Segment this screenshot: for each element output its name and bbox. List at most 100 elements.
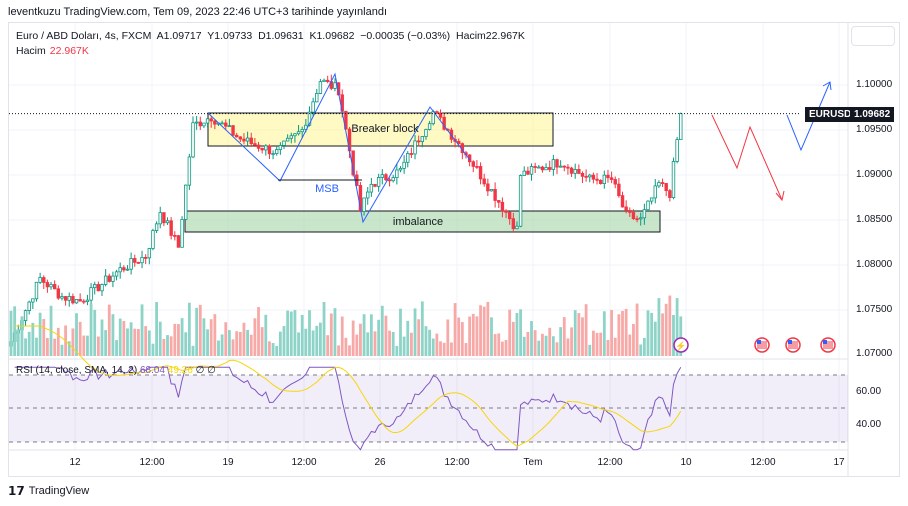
flag-canton <box>757 340 761 344</box>
rsi-empty-2: ∅ <box>207 365 216 376</box>
candle-body <box>111 275 115 282</box>
low-value: D1.09631 <box>258 30 304 42</box>
volume-bar <box>439 341 442 356</box>
candle-body <box>551 159 556 170</box>
volume-bar <box>515 313 519 356</box>
volume-bar <box>653 321 657 356</box>
tradingview-logo[interactable]: 𝟭𝟳 TradingView <box>8 484 89 498</box>
volume-bar <box>333 308 337 356</box>
candle-body <box>653 185 657 199</box>
volume-bar <box>289 311 293 356</box>
candle-body <box>416 140 421 143</box>
candle-body <box>187 156 192 186</box>
volume-bar <box>446 319 450 356</box>
candle-body <box>278 145 283 151</box>
candle-body <box>613 179 617 185</box>
volume-bar <box>661 313 664 356</box>
time-tick: 12:00 <box>444 457 470 468</box>
candle-body <box>158 212 162 225</box>
bullish-projection <box>786 81 831 152</box>
candle-body <box>260 147 264 151</box>
candle-body <box>387 179 392 182</box>
volume-bar <box>206 329 209 356</box>
volume-bar <box>224 322 228 356</box>
volume-bar <box>16 329 20 356</box>
volume-bar <box>468 316 472 356</box>
candle-body <box>566 166 570 169</box>
price-tick: 1.09000 <box>856 169 893 180</box>
volume-bar <box>235 331 239 356</box>
candle-body <box>482 178 486 185</box>
candle-body <box>624 206 628 211</box>
candle-body <box>584 175 588 178</box>
time-tick: 19 <box>222 457 234 468</box>
candle-body <box>143 257 148 259</box>
rsi-line <box>14 366 682 451</box>
chart-toolbar-button[interactable] <box>851 26 895 46</box>
volume-bar <box>369 314 373 356</box>
chart-frame[interactable] <box>8 22 900 477</box>
volume-bar <box>501 341 504 356</box>
candle-body <box>358 185 363 212</box>
volume-bar <box>278 331 282 356</box>
candle-body <box>639 217 643 220</box>
price-tick: 1.10000 <box>856 79 893 90</box>
candle-body <box>118 267 122 273</box>
rsi-legend: RSI (14, close, SMA, 14, 2) 68.04 49.26 … <box>16 365 216 376</box>
volume-bar <box>220 334 224 356</box>
candle-body <box>628 210 632 213</box>
volume-bar <box>617 314 621 356</box>
candle-body <box>588 174 592 178</box>
candle-body <box>395 169 399 179</box>
volume-bar <box>140 304 144 356</box>
candle-body <box>544 167 548 171</box>
candle-body <box>27 301 31 312</box>
candle-body <box>617 183 621 196</box>
volume-bar <box>672 314 675 356</box>
price-tick: 1.08000 <box>856 259 893 270</box>
volume-bar <box>180 318 184 356</box>
candle-body <box>311 101 315 113</box>
volume-bar <box>475 316 479 356</box>
volume-bar <box>9 310 13 356</box>
candle-body <box>31 298 35 303</box>
volume-bar <box>257 307 260 356</box>
time-tick: 12 <box>69 457 81 468</box>
imbalance-label: imbalance <box>393 216 443 228</box>
tv-logo-icon: 𝟭𝟳 <box>8 484 25 498</box>
volume-bar <box>504 339 508 356</box>
time-tick: 10 <box>680 457 692 468</box>
flag-canton <box>788 340 792 344</box>
volume-bar <box>337 345 340 356</box>
symbol-legend: Euro / ABD Doları, 4s, FXCM A1.09717 Y1.… <box>16 30 525 42</box>
volume-bar <box>286 310 290 356</box>
candle-body <box>165 220 170 224</box>
candle-body <box>96 284 101 292</box>
candle-body <box>238 136 243 140</box>
candle-body <box>85 299 90 303</box>
volume-bar <box>198 304 202 356</box>
candle-body <box>660 182 665 184</box>
candle-body <box>129 258 133 270</box>
volume-bar <box>621 310 624 356</box>
candle-body <box>526 170 530 175</box>
volume-bar <box>464 343 468 356</box>
volume-bar <box>533 330 537 356</box>
volume-bar <box>664 303 668 356</box>
published-caption: leventkuzu TradingView.com, Tem 09, 2023… <box>8 6 388 18</box>
candle-body <box>253 143 257 146</box>
price-tick: 1.08500 <box>856 214 893 225</box>
candle-body <box>198 121 202 127</box>
bearish-projection <box>711 114 783 201</box>
volume-bar <box>24 338 27 356</box>
volume-bar <box>610 310 613 356</box>
candle-body <box>151 230 155 249</box>
volume-bar <box>271 342 275 356</box>
candle-body <box>420 136 425 142</box>
volume-bar <box>115 340 118 356</box>
volume-bar <box>435 333 439 356</box>
candle-body <box>384 174 388 181</box>
last-price-tag: 1.09682 <box>850 107 895 122</box>
rsi-sma-line <box>14 325 682 447</box>
